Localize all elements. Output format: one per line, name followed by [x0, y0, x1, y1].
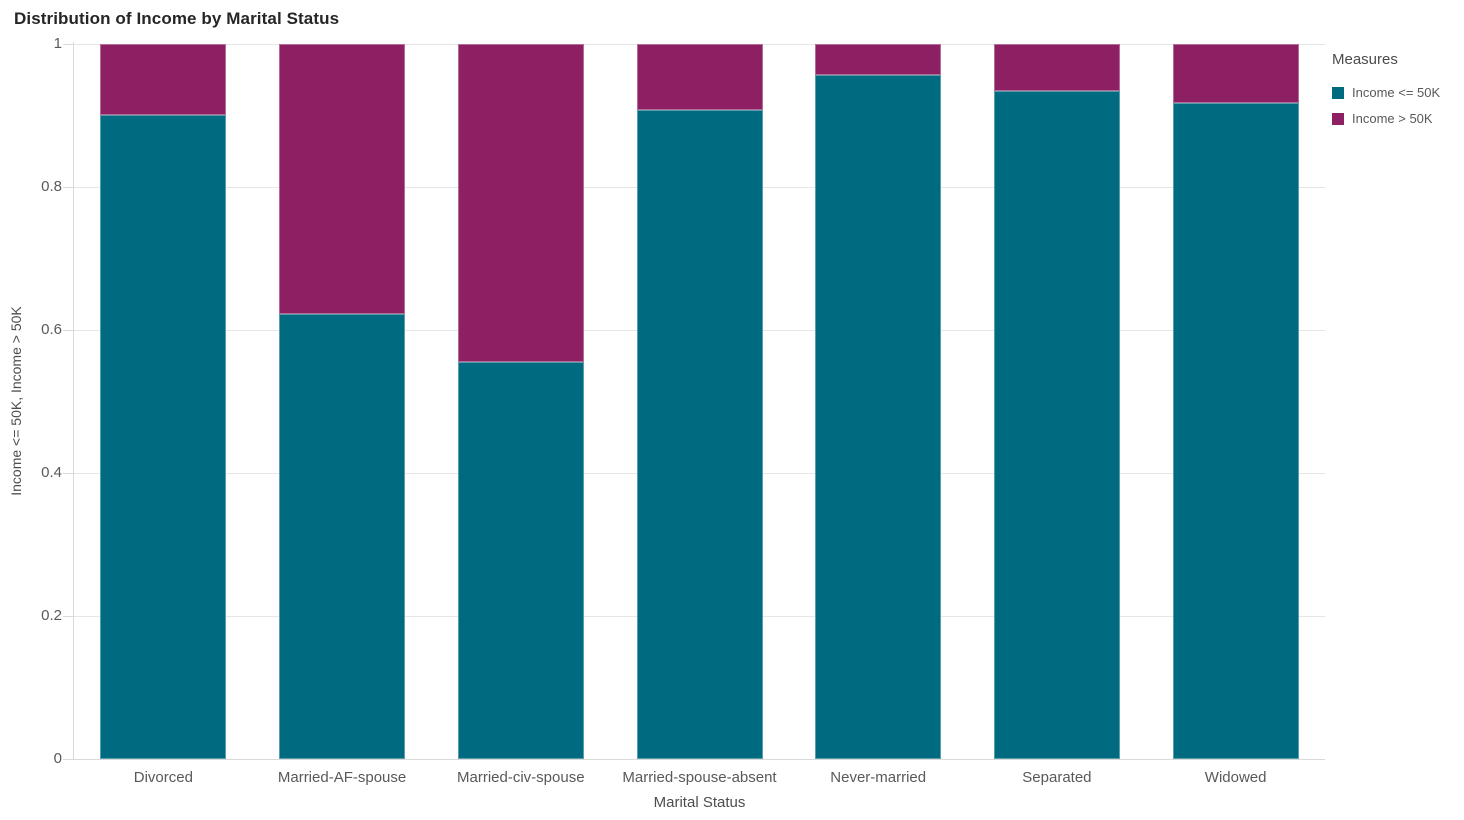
bar-segment[interactable] — [1172, 103, 1299, 759]
x-tick-label: Separated — [1022, 769, 1092, 786]
x-tick-label: Married-AF-spouse — [277, 769, 407, 786]
bar-married-civ-spouse — [457, 44, 584, 759]
legend: Measures Income <= 50K Income > 50K — [1332, 51, 1462, 137]
y-tick-mark — [63, 473, 73, 474]
legend-title: Measures — [1332, 51, 1398, 68]
y-tick-mark — [63, 616, 73, 617]
legend-items: Income <= 50K Income > 50K — [1332, 85, 1462, 126]
legend-swatch-icon — [1332, 112, 1344, 125]
bar-segment[interactable] — [636, 110, 763, 759]
chart-title: Distribution of Income by Marital Status — [14, 9, 340, 28]
x-tick-label: Married-civ-spouse — [457, 769, 585, 786]
y-tick-label: 0.8 — [41, 178, 62, 195]
bar-segment[interactable] — [1172, 44, 1299, 103]
bar-segment[interactable] — [279, 314, 406, 759]
y-axis-line — [73, 42, 74, 759]
bar-widowed — [1172, 44, 1299, 759]
bar-separated — [993, 44, 1120, 759]
bar-segment[interactable] — [815, 44, 942, 75]
bar-segment[interactable] — [636, 44, 763, 110]
bar-married-spouse-absent — [636, 44, 763, 759]
bar-segment[interactable] — [100, 115, 227, 759]
legend-item-label: Income > 50K — [1352, 111, 1433, 126]
bar-segment[interactable] — [457, 362, 584, 759]
legend-item[interactable]: Income <= 50K — [1332, 85, 1462, 100]
x-tick-label: Never-married — [830, 769, 927, 786]
y-tick-mark — [63, 759, 73, 760]
y-tick-label: 0.2 — [41, 607, 62, 624]
bar-segment[interactable] — [993, 44, 1120, 91]
y-tick-label: 0.4 — [41, 464, 62, 481]
bar-segment[interactable] — [993, 91, 1120, 759]
x-tick-label: Widowed — [1204, 769, 1267, 786]
bar-segment[interactable] — [100, 44, 227, 115]
y-tick-label: 0 — [53, 750, 62, 767]
bar-never-married — [815, 44, 942, 759]
y-tick-mark — [63, 330, 73, 331]
plot-area — [74, 43, 1325, 759]
y-tick-mark — [63, 44, 73, 45]
x-tick-label: Married-spouse-absent — [622, 769, 777, 786]
x-axis-title: Marital Status — [653, 794, 746, 811]
legend-item[interactable]: Income > 50K — [1332, 111, 1462, 126]
x-tick-label: Divorced — [133, 769, 193, 786]
x-axis-line — [63, 759, 1325, 760]
bar-married-af-spouse — [279, 44, 406, 759]
y-tick-label: 0.6 — [41, 321, 62, 338]
bar-segment[interactable] — [457, 44, 584, 362]
y-tick-mark — [63, 187, 73, 188]
bar-segment[interactable] — [279, 44, 406, 314]
bar-segment[interactable] — [815, 75, 942, 759]
legend-swatch-icon — [1332, 86, 1344, 99]
bar-divorced — [100, 44, 227, 759]
y-tick-label: 1 — [53, 35, 62, 52]
legend-item-label: Income <= 50K — [1352, 85, 1441, 100]
